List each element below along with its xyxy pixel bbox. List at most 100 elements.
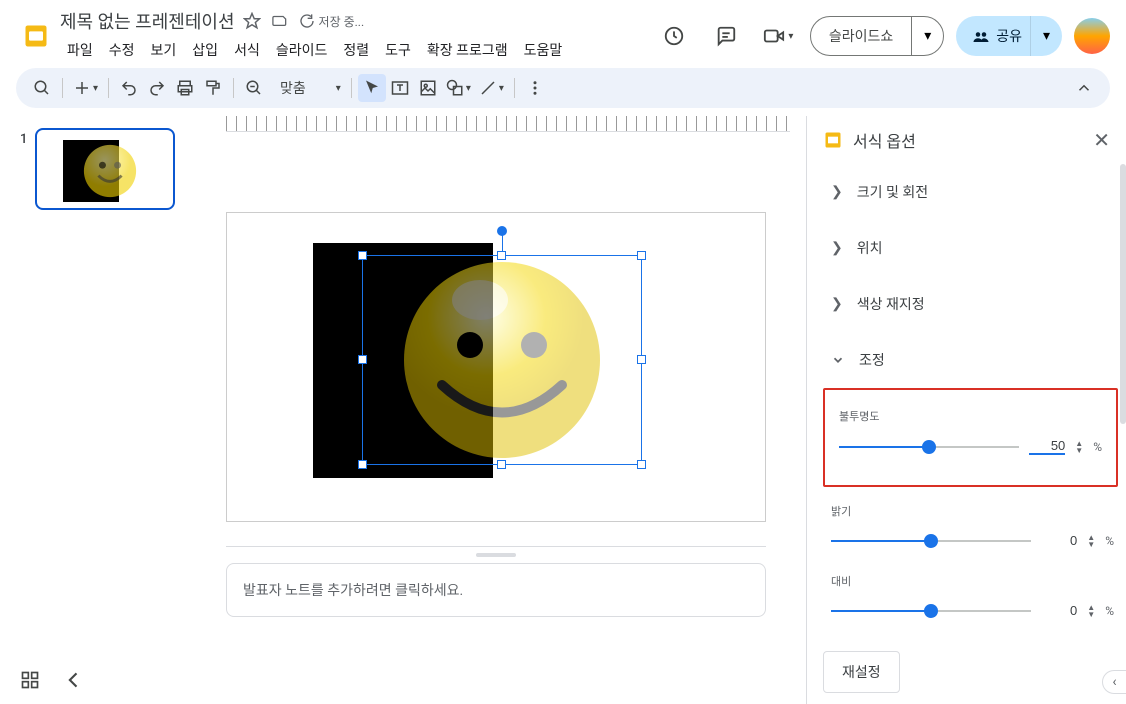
resize-handle-ml[interactable] [358, 355, 367, 364]
textbox-tool[interactable] [386, 74, 414, 102]
menu-file[interactable]: 파일 [60, 36, 100, 64]
resize-handle-bm[interactable] [497, 460, 506, 469]
slider-fill [831, 540, 931, 542]
resize-handle-mr[interactable] [637, 355, 646, 364]
prev-slide-button[interactable] [64, 670, 84, 690]
contrast-slider[interactable] [831, 610, 1031, 612]
menu-help[interactable]: 도움말 [517, 36, 570, 64]
grid-view-button[interactable] [20, 670, 40, 690]
menu-arrange[interactable]: 정렬 [336, 36, 376, 64]
filmstrip: 1 [0, 116, 210, 704]
image-tool[interactable] [414, 74, 442, 102]
redo-button[interactable] [143, 74, 171, 102]
select-tool[interactable] [358, 74, 386, 102]
notes-resize-handle[interactable] [476, 553, 516, 557]
doc-title[interactable]: 제목 없는 프레젠테이션 [60, 8, 235, 34]
brightness-spinner[interactable]: ▲▼ [1087, 534, 1095, 548]
resize-handle-br[interactable] [637, 460, 646, 469]
section-recolor[interactable]: ❯ 색상 재지정 [823, 276, 1122, 332]
section-adjustments-label: 조정 [859, 350, 885, 370]
separator [62, 78, 63, 98]
menu-format[interactable]: 서식 [227, 36, 267, 64]
comments-icon[interactable] [706, 16, 746, 56]
ruler-horizontal [226, 116, 790, 132]
canvas-area: 발표자 노트를 추가하려면 클릭하세요. [210, 116, 806, 704]
share-button[interactable]: 공유 [956, 26, 1030, 46]
percent-label: % [1093, 440, 1102, 454]
move-icon[interactable] [271, 12, 289, 30]
chevron-right-icon: ❯ [831, 184, 843, 200]
opacity-spinner[interactable]: ▲▼ [1075, 440, 1083, 454]
resize-handle-bl[interactable] [358, 460, 367, 469]
slider-fill [831, 610, 931, 612]
chevron-right-icon: ❯ [831, 240, 843, 256]
separator [514, 78, 515, 98]
bottom-bar [0, 662, 1126, 704]
contrast-spinner[interactable]: ▲▼ [1087, 604, 1095, 618]
menu-slide[interactable]: 슬라이드 [269, 36, 335, 64]
menu-insert[interactable]: 삽입 [185, 36, 225, 64]
share-dropdown[interactable]: ▾ [1030, 16, 1062, 56]
share-label: 공유 [996, 26, 1022, 46]
slider-thumb[interactable] [924, 604, 938, 618]
zoom-select[interactable]: 맞춤▾ [268, 74, 345, 102]
side-panel-toggle[interactable]: ‹ [1102, 670, 1126, 694]
avatar[interactable] [1074, 18, 1110, 54]
menu-tools[interactable]: 도구 [378, 36, 418, 64]
slides-logo[interactable] [16, 16, 56, 56]
menu-view[interactable]: 보기 [144, 36, 184, 64]
paint-format-button[interactable] [199, 74, 227, 102]
collapse-toolbar-button[interactable] [1070, 74, 1098, 102]
rotation-handle[interactable] [497, 226, 507, 236]
opacity-input[interactable] [1029, 438, 1065, 455]
history-icon[interactable] [654, 16, 694, 56]
star-icon[interactable] [243, 12, 261, 30]
selection-box[interactable] [362, 255, 642, 465]
meet-icon[interactable]: ▾ [758, 16, 798, 56]
new-slide-button[interactable]: ▾ [69, 74, 102, 102]
resize-handle-tr[interactable] [637, 251, 646, 260]
toolbar: ▾ 맞춤▾ ▾ ▾ [16, 68, 1110, 108]
shape-tool[interactable]: ▾ [442, 74, 475, 102]
brightness-input[interactable] [1041, 533, 1077, 549]
zoom-label: 맞춤 [272, 78, 314, 98]
section-adjustments[interactable]: 조정 [823, 332, 1122, 388]
chevron-down-icon [831, 353, 845, 367]
panel-scrollbar[interactable] [1120, 164, 1126, 424]
slider-thumb[interactable] [922, 440, 936, 454]
save-status: 저장 중... [299, 13, 365, 30]
search-icon[interactable] [28, 74, 56, 102]
slide-canvas[interactable] [226, 212, 766, 522]
line-tool[interactable]: ▾ [475, 74, 508, 102]
thumb-smile-icon [81, 142, 139, 200]
section-position[interactable]: ❯ 위치 [823, 220, 1122, 276]
section-position-label: 위치 [857, 238, 883, 258]
brightness-slider[interactable] [831, 540, 1031, 542]
opacity-slider[interactable] [839, 446, 1019, 448]
slider-fill [839, 446, 929, 448]
brightness-label: 밝기 [831, 503, 1114, 519]
slideshow-dropdown[interactable]: ▾ [911, 17, 943, 55]
close-panel-button[interactable]: ✕ [1093, 128, 1110, 152]
contrast-input[interactable] [1041, 603, 1077, 619]
contrast-label: 대비 [831, 573, 1114, 589]
section-size-rotation-label: 크기 및 회전 [857, 182, 928, 202]
print-button[interactable] [171, 74, 199, 102]
speaker-notes[interactable]: 발표자 노트를 추가하려면 클릭하세요. [226, 563, 766, 617]
undo-button[interactable] [115, 74, 143, 102]
chevron-right-icon: ❯ [831, 296, 843, 312]
opacity-label: 불투명도 [839, 408, 1102, 424]
more-tools-button[interactable] [521, 74, 549, 102]
slider-thumb[interactable] [924, 534, 938, 548]
resize-handle-tm[interactable] [497, 251, 506, 260]
menu-edit[interactable]: 수정 [102, 36, 142, 64]
slide-thumbnail[interactable] [35, 128, 175, 210]
slideshow-button[interactable]: 슬라이드쇼 ▾ [810, 16, 944, 56]
slideshow-label[interactable]: 슬라이드쇼 [811, 26, 911, 46]
menu-extensions[interactable]: 확장 프로그램 [420, 36, 515, 64]
percent-label: % [1105, 534, 1114, 548]
resize-handle-tl[interactable] [358, 251, 367, 260]
format-options-icon [823, 130, 843, 150]
zoom-out-button[interactable] [240, 74, 268, 102]
section-size-rotation[interactable]: ❯ 크기 및 회전 [823, 164, 1122, 220]
